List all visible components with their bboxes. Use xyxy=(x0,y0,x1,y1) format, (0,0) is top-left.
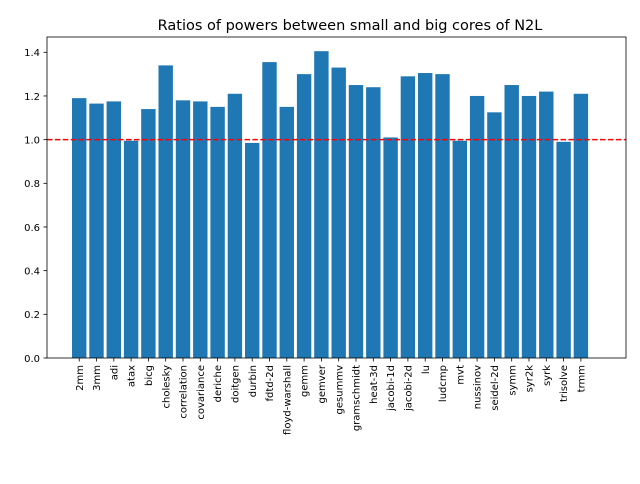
x-tick-label: gesummv xyxy=(334,365,345,415)
bar-deriche xyxy=(210,106,225,358)
bar-trisolve xyxy=(556,141,571,358)
x-tick-label: deriche xyxy=(213,365,224,402)
x-tick-label: durbin xyxy=(248,365,259,397)
y-tick-label: 1.0 xyxy=(24,135,40,146)
y-tick-label: 0.8 xyxy=(24,179,40,190)
x-tick-label: nussinov xyxy=(473,365,484,409)
x-tick-label: gramschmidt xyxy=(352,365,363,431)
bar-jacobi-1d xyxy=(383,137,398,358)
x-tick-label: 3mm xyxy=(92,365,103,391)
x-tick-label: heat-3d xyxy=(369,365,380,404)
y-tick-label: 1.2 xyxy=(24,92,40,103)
x-tick-label: correlation xyxy=(179,365,190,419)
bar-atax xyxy=(123,140,139,358)
bar-2mm xyxy=(72,98,87,358)
y-tick-label: 0.4 xyxy=(24,266,40,277)
x-tick-label: lu xyxy=(421,365,432,374)
bar-syr2k xyxy=(521,95,537,359)
bars-layer xyxy=(72,51,589,359)
bar-bicg xyxy=(141,109,156,358)
y-tick-label: 0.6 xyxy=(24,223,40,234)
bar-seidel-2d xyxy=(487,112,502,358)
bar-nussinov xyxy=(469,95,485,359)
x-tick-label: floyd-warshall xyxy=(282,365,293,435)
bar-ludcmp xyxy=(435,74,450,359)
bar-correlation xyxy=(175,100,191,358)
x-tick-label: gemver xyxy=(317,364,328,403)
axes-layer: 0.0 0.2 0.4 0.6 0.8 1.0 1.2 1.4 2mm 3mm adi atax bic… xyxy=(24,36,627,435)
x-tick-label: jacobi-1d xyxy=(386,365,397,412)
x-tick-label: cholesky xyxy=(161,365,172,409)
bar-gemver xyxy=(314,51,329,358)
x-tick-label: atax xyxy=(127,365,138,387)
x-tick-label: mvt xyxy=(455,365,466,385)
x-tick-label: syrk xyxy=(542,365,553,386)
x-tick-label: fdtd-2d xyxy=(265,365,276,401)
chart-title: Ratios of powers between small and big c… xyxy=(158,18,543,34)
bar-gramschmidt xyxy=(348,85,364,358)
x-tick-label: adi xyxy=(109,365,120,380)
bar-gesummv xyxy=(331,67,346,358)
x-tick-label: doitgen xyxy=(231,365,242,403)
x-tick-label: jacobi-2d xyxy=(404,365,415,412)
x-tick-label: 2mm xyxy=(75,365,86,391)
x-tick-label: trmm xyxy=(577,365,588,392)
x-tick-label: symm xyxy=(507,365,518,396)
bar-cholesky xyxy=(158,65,173,358)
bar-mvt xyxy=(452,140,467,358)
bar-durbin xyxy=(245,142,260,358)
x-tick-label: trisolve xyxy=(559,365,570,402)
x-tick-label: syr2k xyxy=(525,365,536,393)
bar-heat-3d xyxy=(366,87,381,358)
bar-lu xyxy=(418,73,433,358)
bar-adi xyxy=(106,101,121,359)
plot-frame xyxy=(46,36,627,359)
bar-3mm xyxy=(89,103,104,358)
bar-floyd-warshall xyxy=(279,106,294,358)
y-tick-label: 1.4 xyxy=(24,48,40,59)
y-tick-label: 0.2 xyxy=(24,310,40,321)
bar-symm xyxy=(504,85,519,358)
x-tick-label: ludcmp xyxy=(438,365,449,402)
x-tick-label: gemm xyxy=(300,365,311,397)
bar-trmm xyxy=(573,93,589,358)
x-tick-label: bicg xyxy=(144,365,155,386)
x-tick-label: covariance xyxy=(196,365,207,420)
x-tick-label: seidel-2d xyxy=(490,365,501,411)
bar-fdtd-2d xyxy=(262,62,277,359)
bar-jacobi-2d xyxy=(400,76,416,358)
bar-syrk xyxy=(539,91,554,358)
bar-gemm xyxy=(296,74,312,359)
bar-covariance xyxy=(193,101,208,359)
bar-doitgen xyxy=(227,93,243,358)
y-tick-label: 0.0 xyxy=(24,354,40,365)
